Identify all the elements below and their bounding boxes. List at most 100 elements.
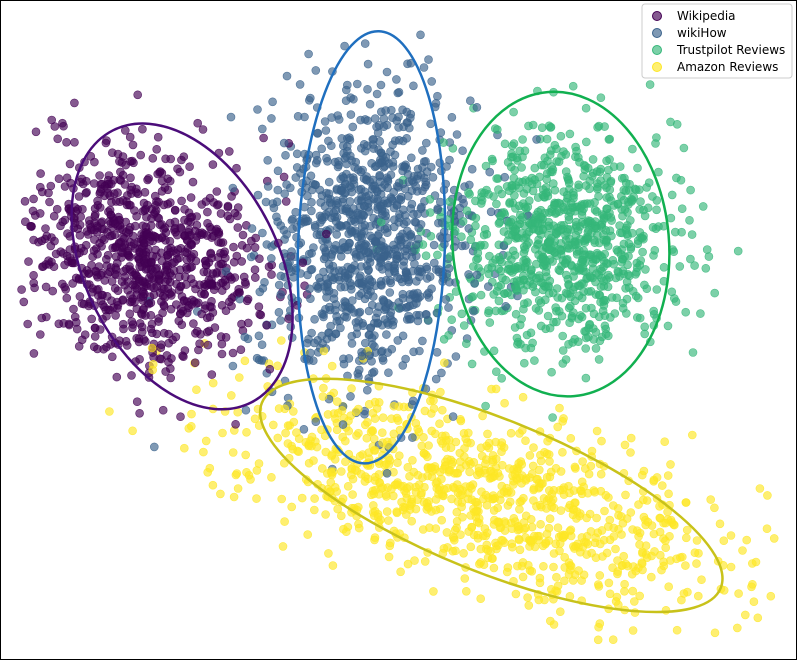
- point-trustpilot-reviews: [579, 171, 589, 181]
- point-trustpilot-reviews: [631, 185, 641, 195]
- point-amazon-reviews: [482, 540, 492, 550]
- point-wikihow: [447, 113, 457, 122]
- point-wikipedia: [62, 138, 71, 147]
- point-amazon-reviews: [431, 524, 441, 533]
- point-wikipedia: [41, 224, 50, 233]
- point-trustpilot-reviews: [652, 285, 662, 294]
- cluster-ellipse-amazon-reviews: [258, 377, 724, 614]
- point-amazon-reviews: [635, 540, 644, 549]
- point-amazon-reviews: [593, 580, 603, 589]
- point-trustpilot-reviews: [621, 178, 631, 188]
- point-wikipedia: [216, 209, 226, 218]
- point-amazon-reviews: [635, 591, 645, 601]
- point-amazon-reviews: [599, 535, 609, 545]
- point-amazon-reviews: [369, 445, 379, 455]
- point-trustpilot-reviews: [515, 219, 525, 229]
- point-trustpilot-reviews: [556, 131, 566, 141]
- point-trustpilot-reviews: [457, 232, 466, 241]
- point-trustpilot-reviews: [555, 244, 564, 254]
- point-wikipedia: [217, 349, 227, 359]
- point-amazon-reviews: [405, 471, 414, 481]
- point-amazon-reviews: [536, 519, 545, 529]
- point-wikihow: [383, 320, 393, 329]
- point-trustpilot-reviews: [594, 192, 603, 201]
- point-wikihow: [432, 347, 442, 357]
- point-amazon-reviews: [657, 481, 667, 490]
- point-amazon-reviews: [547, 497, 556, 507]
- point-wikihow: [433, 91, 442, 101]
- point-wikipedia: [29, 349, 39, 358]
- point-amazon-reviews: [507, 539, 517, 549]
- point-wikihow: [374, 302, 383, 312]
- point-amazon-reviews: [577, 533, 587, 542]
- point-amazon-reviews: [566, 433, 576, 443]
- point-wikipedia: [157, 340, 166, 350]
- point-wikihow: [321, 126, 331, 135]
- point-amazon-reviews: [601, 490, 611, 500]
- point-trustpilot-reviews: [511, 204, 520, 213]
- point-amazon-reviews: [232, 469, 242, 478]
- point-wikihow: [376, 80, 386, 90]
- point-amazon-reviews: [403, 462, 413, 472]
- point-wikipedia: [101, 138, 111, 148]
- point-wikihow: [411, 182, 421, 191]
- point-amazon-reviews: [690, 548, 700, 558]
- point-amazon-reviews: [439, 491, 448, 501]
- point-wikipedia: [70, 98, 79, 108]
- point-amazon-reviews: [560, 576, 569, 586]
- point-amazon-reviews: [559, 530, 568, 540]
- point-trustpilot-reviews: [481, 401, 490, 411]
- point-amazon-reviews: [354, 523, 364, 533]
- point-trustpilot-reviews: [507, 255, 516, 264]
- point-wikihow: [342, 312, 352, 322]
- point-wikipedia: [133, 252, 143, 262]
- point-wikipedia: [233, 203, 243, 212]
- point-amazon-reviews: [553, 422, 563, 432]
- point-wikihow: [343, 273, 353, 283]
- point-wikipedia: [105, 267, 115, 277]
- point-amazon-reviews: [317, 464, 327, 473]
- point-amazon-reviews: [628, 626, 638, 635]
- point-wikihow: [413, 266, 423, 276]
- point-wikipedia: [160, 284, 169, 294]
- point-wikihow: [373, 318, 383, 328]
- point-wikihow: [310, 314, 319, 324]
- point-trustpilot-reviews: [593, 250, 603, 260]
- point-wikihow: [392, 254, 402, 264]
- point-trustpilot-reviews: [659, 262, 669, 272]
- point-wikipedia: [93, 249, 102, 259]
- point-wikipedia: [203, 207, 212, 217]
- point-wikihow: [381, 211, 391, 221]
- point-amazon-reviews: [455, 448, 465, 458]
- point-trustpilot-reviews: [511, 309, 521, 319]
- point-wikihow: [416, 30, 425, 40]
- point-trustpilot-reviews: [500, 139, 510, 149]
- point-amazon-reviews: [511, 589, 521, 599]
- point-wikihow: [401, 354, 410, 364]
- point-trustpilot-reviews: [584, 332, 593, 342]
- point-wikihow: [345, 135, 355, 145]
- point-wikihow: [276, 316, 285, 325]
- point-trustpilot-reviews: [541, 256, 551, 266]
- point-wikihow: [404, 311, 413, 321]
- point-wikihow: [246, 252, 256, 262]
- point-trustpilot-reviews: [544, 238, 553, 247]
- point-wikipedia: [242, 296, 252, 306]
- point-trustpilot-reviews: [605, 134, 615, 144]
- point-wikihow: [326, 141, 336, 150]
- point-trustpilot-reviews: [686, 254, 695, 264]
- point-trustpilot-reviews: [520, 202, 529, 212]
- point-wikihow: [254, 355, 264, 365]
- point-amazon-reviews: [769, 534, 779, 543]
- point-wikipedia: [41, 312, 51, 322]
- point-amazon-reviews: [732, 623, 742, 633]
- point-amazon-reviews: [241, 450, 250, 460]
- point-amazon-reviews: [280, 404, 290, 414]
- point-amazon-reviews: [747, 582, 756, 592]
- point-wikipedia: [221, 332, 231, 342]
- point-wikihow: [384, 368, 393, 378]
- point-wikihow: [349, 94, 358, 104]
- point-wikihow: [345, 197, 355, 206]
- point-trustpilot-reviews: [519, 304, 528, 314]
- point-amazon-reviews: [526, 536, 536, 546]
